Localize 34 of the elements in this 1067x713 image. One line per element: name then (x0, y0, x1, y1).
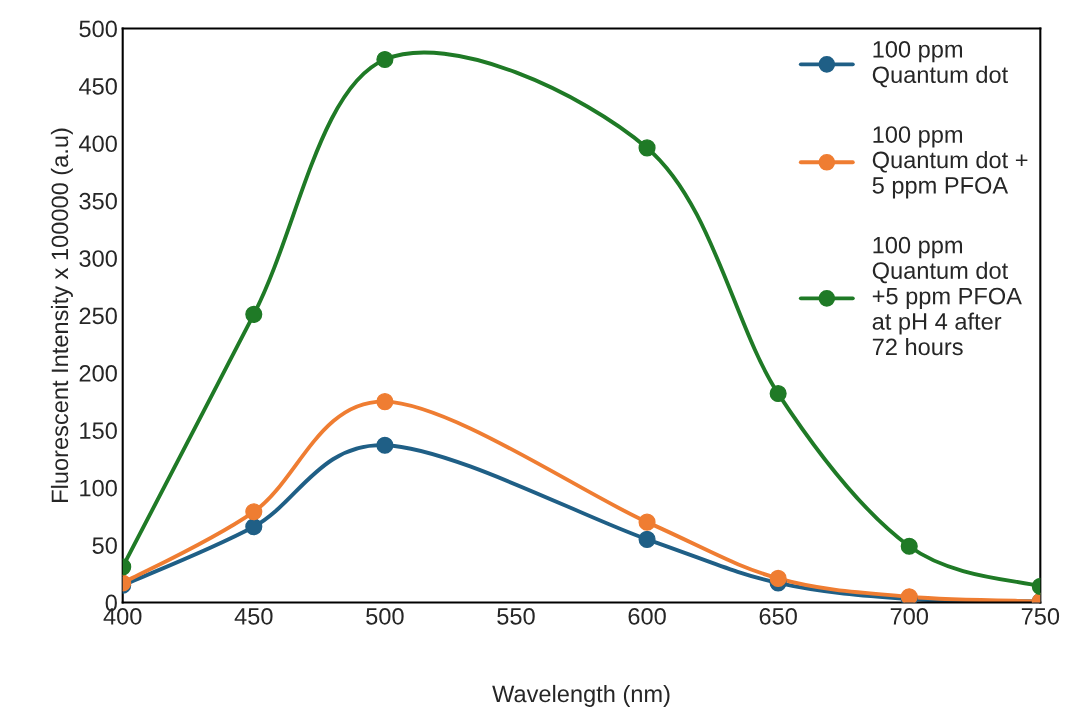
point (376, 436, 394, 454)
y-tick-label: 450 (79, 77, 117, 95)
point (769, 569, 787, 587)
y-tick-label: 250 (79, 307, 117, 325)
point (245, 518, 263, 536)
point (638, 513, 656, 531)
x-tick-label: 550 (497, 607, 535, 625)
y-tick-label: 400 (79, 135, 117, 153)
legend-label: 100 ppm Quantum dot + 5 ppm PFOA (872, 126, 1028, 199)
y-tick-label: 200 (79, 364, 117, 382)
point (769, 385, 787, 403)
point (376, 393, 394, 411)
x-tick-label: 700 (890, 607, 929, 625)
point (376, 50, 394, 69)
legend-label: 100 ppm Quantum dot (872, 40, 1009, 88)
y-tick-label: 300 (79, 250, 117, 267)
x-tick-label: 650 (759, 607, 797, 625)
y-tick-label: 350 (79, 192, 117, 210)
y-tick-label: 150 (80, 422, 117, 440)
point (638, 139, 656, 157)
x-tick-label: 450 (234, 607, 273, 625)
point (638, 530, 656, 548)
point (245, 305, 263, 323)
x-axis-title: Wavelength (nm) (492, 684, 670, 707)
y-tick-label: 100 (80, 479, 117, 497)
y-tick-label: 50 (92, 537, 117, 554)
point (900, 537, 918, 555)
y-axis-title: Fluorescent Intensity x 100000 (a.u) (50, 128, 73, 502)
x-tick-label: 500 (366, 607, 404, 625)
point (245, 503, 263, 521)
legend-label: 100 ppm Quantum dot +5 ppm PFOA at pH 4 after 72 hours (872, 236, 1022, 356)
y-tick-label: 500 (79, 20, 117, 38)
x-tick-label: 600 (628, 607, 666, 625)
x-tick-label: 750 (1021, 607, 1060, 625)
